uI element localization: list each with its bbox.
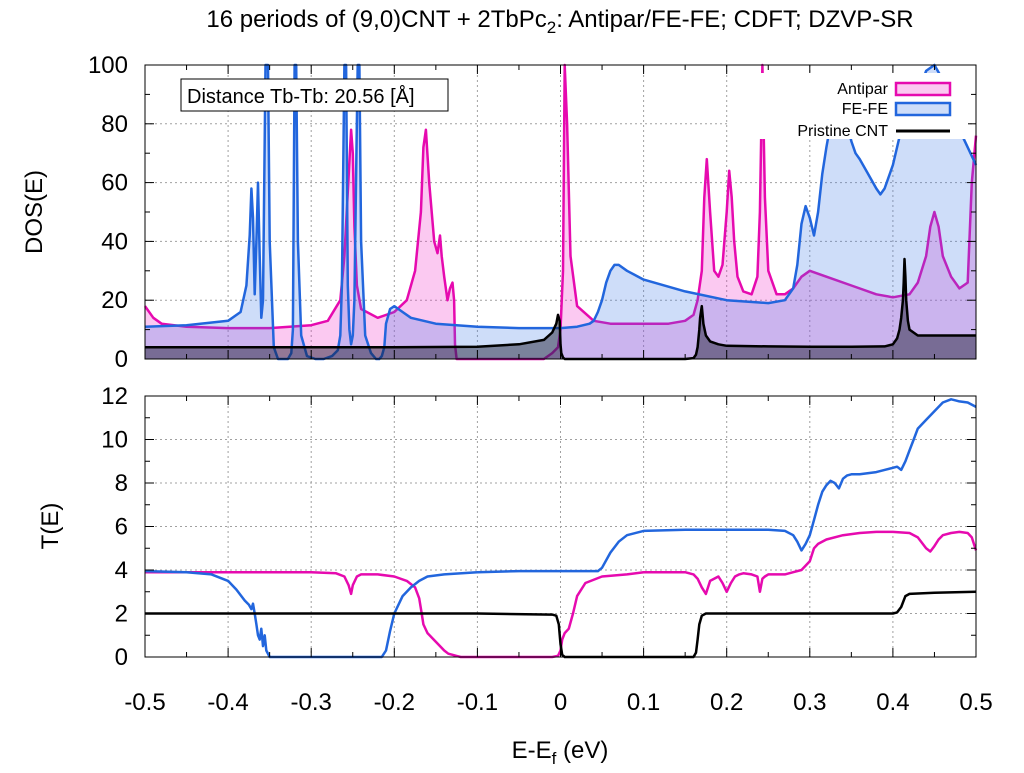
dos-y-tick-label: 60 [101, 170, 128, 197]
dos-area-pristine-cnt [145, 259, 976, 359]
dos-legend: Antipar FE-FE Pristine CNT [728, 73, 968, 140]
dos-panel: 0 20 40 60 80 100 Distance Tb-Tb: 20.56 [Å] A… [88, 52, 978, 373]
x-tick-label: -0.5 [124, 689, 165, 716]
transmission-y-tick-label: 10 [101, 427, 128, 454]
transmission-y-tick-label: 0 [115, 644, 128, 671]
x-tick-label: -0.1 [457, 689, 498, 716]
legend-swatch-antipar [894, 81, 952, 97]
distance-annotation-text: Distance Tb-Tb: 20.56 [Å] [187, 85, 415, 108]
dos-axes: 0 20 40 60 80 100 [88, 52, 977, 373]
dos-area-antipar [145, 65, 976, 359]
chart-title-main: 16 periods of (9,0)CNT + 2TbPc [206, 6, 546, 33]
transmission-line-fe-fe [144, 398, 977, 659]
dos-line-pristine-cnt [145, 257, 976, 361]
dos-y-tick-label: 0 [115, 346, 128, 373]
transmission-line-pristine-cnt [145, 590, 977, 659]
dos-y-tick-label: 100 [88, 52, 128, 79]
x-tick-label: 0.3 [793, 689, 826, 716]
distance-annotation-box [180, 78, 449, 112]
x-tick-label: 0 [554, 689, 567, 716]
transmission-panel: -0.5 -0.4 -0.3 -0.2 -0.1 0 0.1 0.2 0.3 0.4 0.5 0 2 4 6… [101, 383, 992, 716]
x-tick-label: 0.5 [959, 689, 992, 716]
transmission-y-tick-label: 6 [115, 514, 128, 541]
transmission-series [144, 398, 978, 659]
x-axis-label-subscript: f [552, 749, 557, 768]
dos-y-axis-label: DOS(E) [21, 170, 48, 254]
transmission-y-tick-label: 12 [101, 383, 128, 410]
chart-title-subscript: 2 [547, 18, 556, 37]
transmission-y-tick-label: 2 [115, 601, 128, 628]
x-tick-label: -0.4 [207, 689, 248, 716]
x-tick-label: 0.1 [627, 689, 660, 716]
legend-swatch-fe-fe [894, 101, 952, 117]
distance-annotation: Distance Tb-Tb: 20.56 [Å] [180, 78, 449, 112]
dos-y-tick-label: 20 [101, 287, 128, 314]
dos-y-tick-label: 80 [101, 111, 128, 138]
dos-line-antipar [143, 63, 978, 361]
x-tick-label: -0.2 [374, 689, 415, 716]
transmission-grid [145, 396, 976, 657]
x-tick-label: -0.3 [291, 689, 332, 716]
transmission-y-tick-label: 8 [115, 470, 128, 497]
x-axis-label-rest: (eV) [556, 737, 608, 764]
chart-title: 16 periods of (9,0)CNT + 2TbPc2: Antipar… [206, 6, 913, 37]
legend-label-pristine-cnt: Pristine CNT [797, 123, 888, 140]
transmission-y-tick-label: 4 [115, 557, 128, 584]
legend-label-antipar: Antipar [837, 81, 888, 98]
dos-area-fe-fe [145, 65, 976, 359]
dos-y-tick-label: 40 [101, 228, 128, 255]
chart-title-rest: : Antipar/FE-FE; CDFT; DZVP-SR [556, 6, 913, 33]
x-tick-label: 0.4 [876, 689, 909, 716]
legend-label-fe-fe: FE-FE [842, 101, 888, 118]
x-axis-label: E-Ef (eV) [512, 737, 609, 768]
dos-series [143, 63, 978, 361]
x-tick-label: 0.2 [710, 689, 743, 716]
transmission-axes: -0.5 -0.4 -0.3 -0.2 -0.1 0 0.1 0.2 0.3 0.4 0.5 0 2 4 6… [101, 383, 992, 716]
transmission-line-antipar [145, 530, 978, 659]
t-y-axis-label: T(E) [37, 503, 64, 550]
x-axis-label-main: E-E [512, 737, 552, 764]
dos-line-fe-fe [144, 63, 978, 361]
